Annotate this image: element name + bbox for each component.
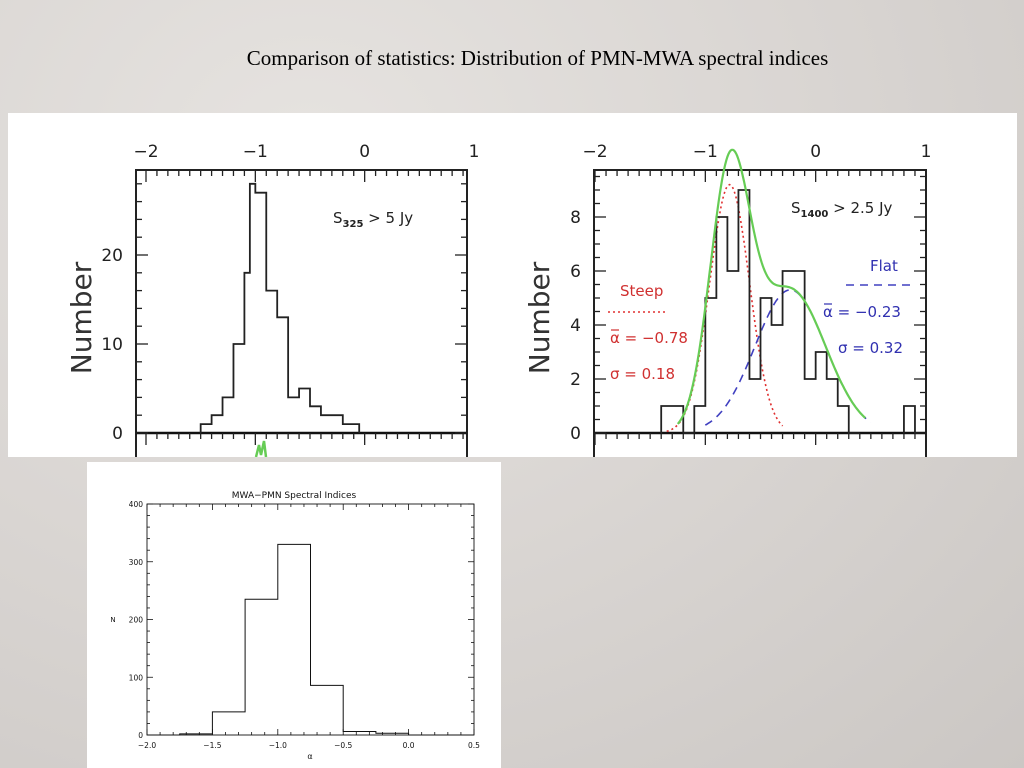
right-y-tick-label: 8 — [570, 208, 581, 228]
flat-sigma-label: σ = 0.32 — [838, 339, 903, 357]
left-annotation: S325 > 5 Jy — [333, 209, 413, 230]
right-x-tick-label: −1 — [693, 142, 718, 162]
bottom-histogram-bars — [147, 543, 474, 736]
left-histogram-plot: −2 −1 0 1 0 10 20 Number S325 > 5 Jy — [65, 142, 479, 457]
bottom-y-tick-label: 300 — [129, 558, 144, 567]
bottom-x-tick-label: −2.0 — [138, 741, 156, 750]
left-x-tick-label: 0 — [359, 142, 370, 162]
left-ylabel: Number — [65, 261, 98, 374]
bottom-histogram-plot: MWA−PMN Spectral Indices −2.0 −1.5 −1.0 −0.… — [110, 491, 480, 761]
bottom-chart-title: MWA−PMN Spectral Indices — [232, 491, 357, 501]
bottom-y-tick-label: 200 — [129, 616, 144, 625]
right-x-tick-label: 1 — [921, 142, 932, 162]
left-green-curve-fragment — [254, 440, 268, 457]
left-y-tick-label: 10 — [101, 335, 123, 355]
left-histogram-bars — [199, 182, 361, 433]
left-x-tick-label: −1 — [243, 142, 268, 162]
right-histogram-bars — [660, 189, 916, 434]
bottom-figure-panel: MWA−PMN Spectral Indices −2.0 −1.5 −1.0 −0.… — [87, 462, 501, 768]
right-ylabel: Number — [523, 261, 556, 374]
bottom-x-tick-label: −0.5 — [334, 741, 352, 750]
steep-gaussian-curve — [666, 183, 784, 433]
left-y-tick-label: 0 — [112, 424, 123, 444]
sum-gaussian-curve — [676, 148, 867, 425]
right-y-tick-label: 4 — [570, 316, 581, 336]
bottom-x-tick-label: 0.0 — [403, 741, 415, 750]
top-figure-panel: −2 −1 0 1 0 10 20 Number S325 > 5 Jy −2 −1 0 1 0… — [8, 113, 1017, 457]
right-x-tick-label: −2 — [582, 142, 607, 162]
bottom-ylabel: N — [110, 616, 115, 624]
slide-title: Comparison of statistics: Distribution o… — [246, 46, 829, 70]
right-histogram-plot: −2 −1 0 1 0 2 4 6 8 Number S1400 > 2.5 Jy Steep… — [523, 142, 931, 457]
steep-sigma-label: σ = 0.18 — [610, 365, 675, 383]
bottom-xlabel: α — [307, 752, 312, 761]
bottom-y-tick-label: 0 — [138, 731, 143, 740]
bottom-x-tick-label: 0.5 — [468, 741, 480, 750]
steep-legend-name: Steep — [620, 282, 663, 300]
left-x-tick-label: 1 — [469, 142, 480, 162]
bottom-y-tick-label: 400 — [129, 500, 144, 509]
left-x-tick-label: −2 — [133, 142, 158, 162]
left-plot-frame — [135, 169, 468, 457]
flat-legend-name: Flat — [870, 257, 898, 275]
right-x-tick-label: 0 — [810, 142, 821, 162]
bottom-x-tick-label: −1.0 — [269, 741, 287, 750]
right-y-tick-label: 2 — [570, 370, 581, 390]
flat-gaussian-curve — [704, 289, 872, 426]
bottom-y-tick-label: 100 — [129, 673, 144, 682]
left-y-tick-label: 20 — [101, 246, 123, 266]
bottom-x-tick-label: −1.5 — [203, 741, 221, 750]
right-y-tick-label: 6 — [570, 262, 581, 282]
right-y-tick-label: 0 — [570, 424, 581, 444]
flat-mean-label: α = −0.23 — [823, 303, 901, 321]
right-annotation: S1400 > 2.5 Jy — [791, 199, 893, 220]
steep-mean-label: α = −0.78 — [610, 329, 688, 347]
